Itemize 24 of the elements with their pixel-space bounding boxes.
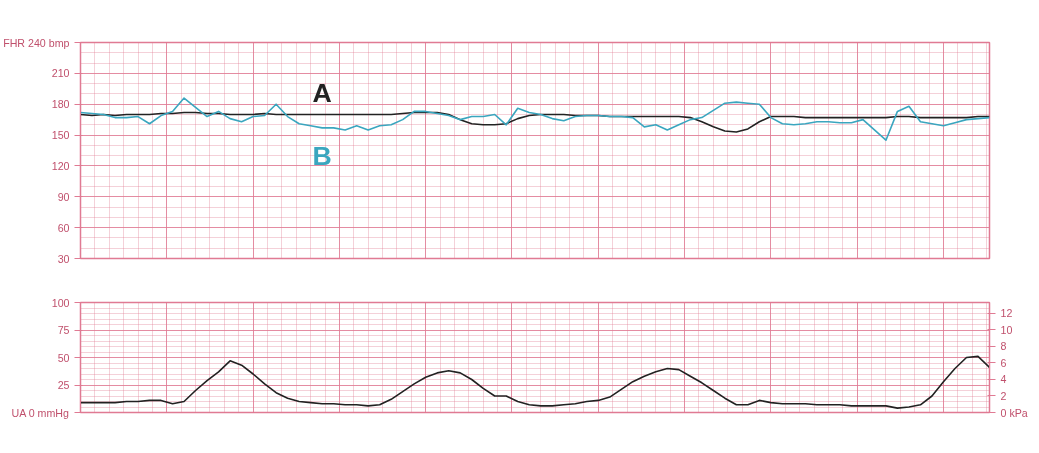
y-tick-label: 90 [57,190,70,203]
y2-tick-label: 4 [1000,373,1007,386]
y-tick-label: 120 [51,159,70,172]
y-tick-label: 30 [57,252,70,265]
y-tick-label: 50 [57,351,70,364]
y2-tick-label: 8 [1000,340,1007,353]
y-tick-label: 100 [51,296,70,309]
line-series [80,111,990,133]
y-tick-label: 60 [57,221,70,234]
y-tick-label: UA 0 mmHg [11,406,69,419]
line-series [80,355,990,409]
y2-tick-label: 10 [1000,323,1013,336]
y-tick-label: 150 [51,129,70,142]
y-tick-label: 210 [51,67,70,80]
y2-tick-label: 6 [1000,356,1007,369]
y-tick-label: 75 [57,324,70,336]
y2-tick-label: 0 kPa [1000,406,1028,419]
series-label: A [312,77,332,108]
y-tick-label: FHR 240 bmp [3,36,70,49]
y-tick-label: 25 [57,379,70,391]
series-label: B [312,140,332,171]
y2-tick-label: 12 [1000,307,1013,320]
y-tick-label: 180 [51,98,70,111]
y2-tick-label: 2 [1000,389,1007,402]
